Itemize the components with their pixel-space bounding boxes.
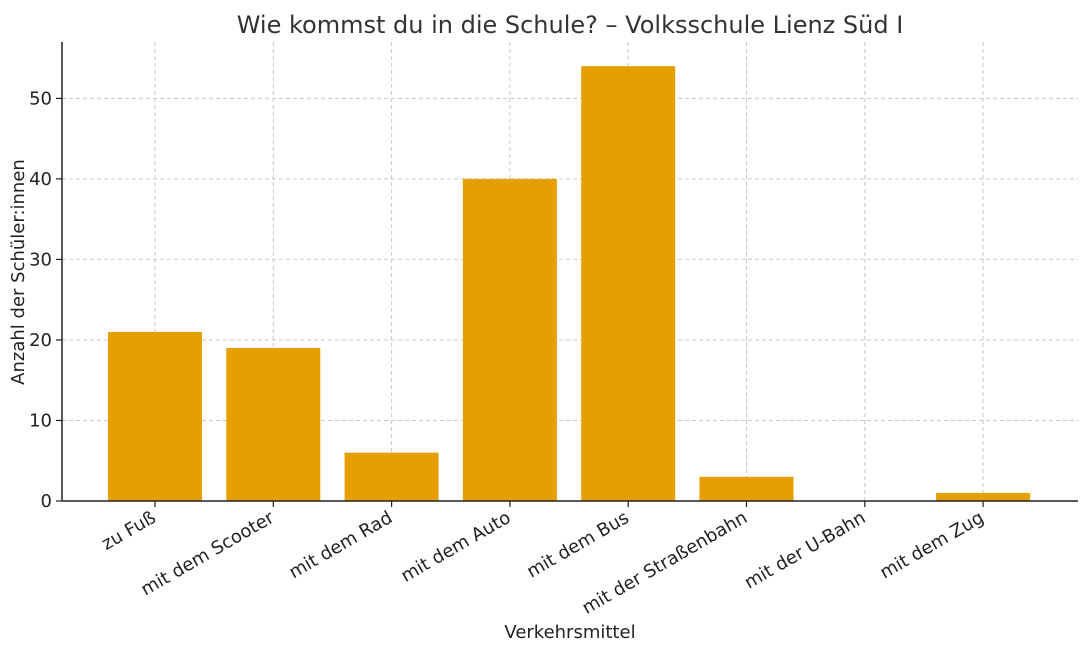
chart-title: Wie kommst du in die Schule? – Volksschu… (237, 11, 904, 39)
bar (699, 476, 794, 501)
x-tick-label: mit dem Auto (397, 507, 514, 587)
bar (108, 331, 202, 501)
x-tick-label: mit dem Scooter (137, 507, 278, 600)
grid (62, 42, 1078, 501)
x-tick-label: mit dem Bus (523, 507, 632, 582)
bar (344, 452, 439, 501)
y-tick-label: 40 (29, 169, 52, 190)
bar (462, 178, 557, 502)
y-axis-label: Anzahl der Schüler:innen (8, 159, 29, 385)
bar (936, 492, 1031, 501)
bars (108, 66, 1031, 502)
x-tick-label: mit dem Rad (285, 507, 396, 583)
x-tick-label: mit dem Zug (876, 507, 987, 583)
x-tick-label: zu Fuß (98, 507, 159, 555)
bar (226, 348, 321, 501)
y-tick-label: 30 (29, 249, 52, 270)
x-axis-label: Verkehrsmittel (504, 622, 635, 643)
axes (61, 42, 1078, 502)
x-tick-label: mit der U-Bahn (741, 507, 869, 593)
y-tick-label: 0 (41, 491, 52, 512)
y-tick-label: 20 (29, 330, 52, 351)
y-tick-label: 50 (29, 88, 52, 109)
y-tick-label: 10 (29, 410, 52, 431)
bar (581, 66, 676, 501)
